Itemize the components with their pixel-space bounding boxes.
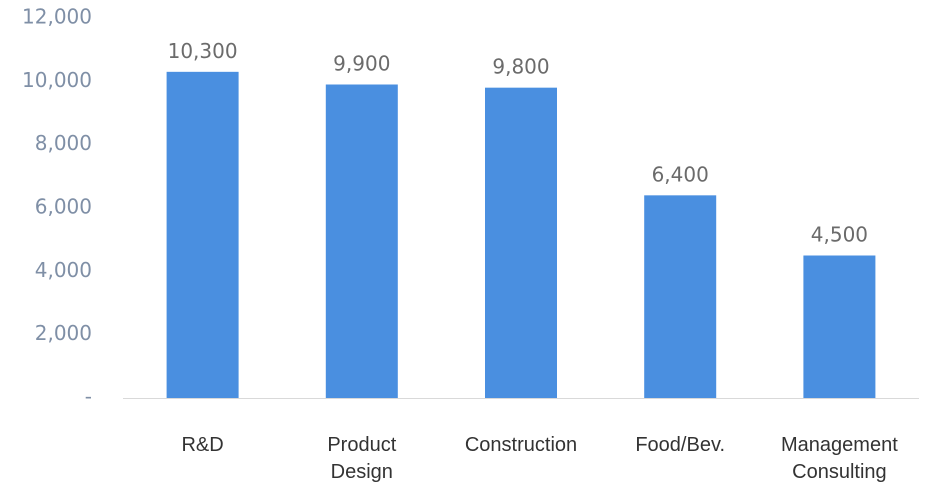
x-tick-label-line: Construction: [465, 434, 577, 456]
x-tick-label: R&D: [181, 434, 223, 456]
bar: [803, 255, 876, 398]
x-axis: R&D Product Design Construction Food/Bev. Man…: [181, 434, 898, 483]
x-tick-label-line: Management: [781, 434, 898, 456]
data-label: 9,900: [333, 52, 390, 76]
y-tick-label: 10,000: [22, 68, 92, 92]
x-tick-label: Product Design: [327, 434, 396, 483]
x-tick-label-line: Food/Bev.: [635, 434, 725, 456]
data-label: 4,500: [811, 223, 868, 247]
y-tick-label: 2,000: [35, 321, 92, 345]
y-tick-label: -: [85, 385, 92, 409]
y-tick-label: 6,000: [35, 195, 92, 219]
x-tick-label: Management Consulting: [781, 434, 898, 483]
data-labels: 10,300 9,900 9,800 6,400 4,500: [168, 39, 868, 247]
y-tick-label: 8,000: [35, 131, 92, 155]
y-tick-label: 12,000: [22, 5, 92, 29]
x-tick-label-line: Design: [331, 461, 393, 483]
x-tick-label-line: R&D: [181, 434, 223, 456]
bar: [166, 71, 239, 398]
x-tick-label-line: Product: [327, 434, 396, 456]
x-tick-label-line: Consulting: [792, 461, 887, 483]
bar: [644, 195, 717, 398]
data-label: 9,800: [492, 55, 549, 79]
data-label: 6,400: [652, 162, 709, 186]
bar: [485, 87, 557, 399]
bars: [166, 71, 876, 399]
data-label: 10,300: [168, 39, 238, 63]
x-tick-label: Construction: [465, 434, 577, 456]
bar: [325, 84, 398, 398]
y-tick-label: 4,000: [35, 258, 92, 282]
x-tick-label: Food/Bev.: [635, 434, 725, 456]
y-axis: - 2,000 4,000 6,000 8,000 10,000 12,000: [22, 5, 92, 409]
